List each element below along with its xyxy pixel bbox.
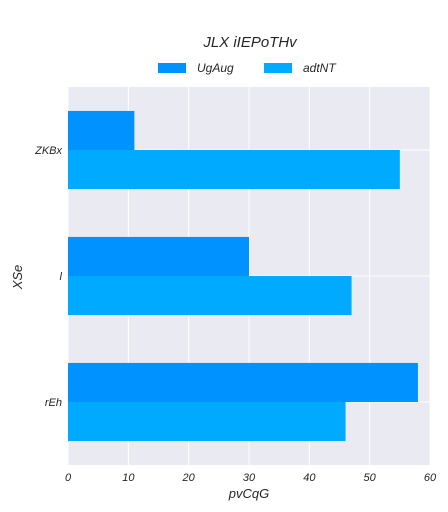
bar-ugaug-l (68, 236, 249, 276)
x-axis-ticks: 0 10 20 30 40 50 60 (65, 472, 437, 484)
bar-adtnt-reh (68, 402, 346, 442)
legend-swatch-ugaug (158, 63, 186, 73)
bar-ugaug-reh (68, 362, 418, 402)
x-tick-label: 50 (364, 472, 377, 484)
x-tick-label: 0 (65, 472, 72, 484)
y-tick-label: ZKBx (34, 145, 62, 157)
y-tick-label: l (60, 271, 63, 283)
x-axis-label: pvCqG (228, 486, 269, 501)
x-tick-label: 10 (122, 472, 135, 484)
bar-adtnt-l (68, 276, 352, 316)
bars (68, 110, 418, 442)
y-axis-label: XSe (10, 265, 25, 291)
bar-adtnt-zkbx (68, 150, 400, 190)
legend-label-ugaug: UgAug (197, 61, 234, 75)
bar-ugaug-zkbx (68, 110, 135, 150)
x-tick-label: 40 (303, 472, 316, 484)
x-tick-label: 30 (243, 472, 256, 484)
chart-title: JLX iIEPoTHv (202, 34, 298, 51)
x-tick-label: 60 (424, 472, 437, 484)
legend-label-adtnt: adtNT (303, 61, 337, 75)
y-tick-label: rEh (45, 397, 62, 409)
legend-swatch-adtnt (264, 63, 292, 73)
y-axis-ticks: ZKBx l rEh (34, 145, 62, 409)
legend: UgAug adtNT (158, 61, 337, 75)
x-tick-label: 20 (182, 472, 196, 484)
